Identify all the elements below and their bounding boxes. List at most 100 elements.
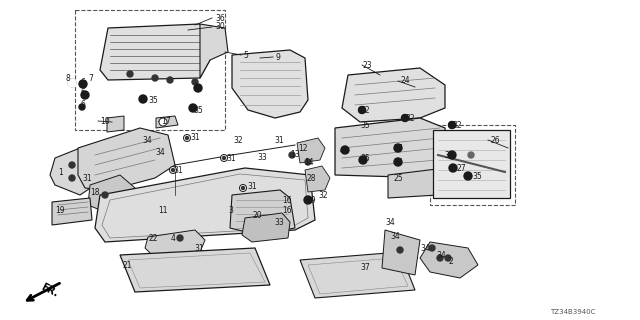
Text: 31: 31 (274, 135, 284, 145)
Polygon shape (420, 242, 478, 278)
Circle shape (189, 104, 197, 112)
Text: 25: 25 (393, 173, 403, 182)
Text: 34: 34 (155, 148, 164, 156)
Polygon shape (335, 118, 448, 178)
Text: FR.: FR. (40, 282, 60, 299)
Polygon shape (100, 24, 210, 80)
Circle shape (69, 175, 75, 181)
Circle shape (305, 159, 311, 165)
Circle shape (139, 95, 147, 103)
Circle shape (449, 164, 457, 172)
Circle shape (221, 155, 227, 162)
Polygon shape (433, 130, 510, 198)
Text: 1: 1 (58, 167, 63, 177)
Polygon shape (88, 175, 135, 212)
Text: 26: 26 (490, 135, 500, 145)
Text: 14: 14 (304, 157, 314, 166)
Text: 20: 20 (252, 211, 262, 220)
Text: 9: 9 (275, 52, 280, 61)
Text: 4: 4 (340, 146, 345, 155)
Circle shape (102, 192, 108, 198)
Text: 33: 33 (257, 153, 267, 162)
Text: 27: 27 (456, 164, 466, 172)
Polygon shape (107, 116, 124, 132)
Text: 35: 35 (472, 172, 482, 180)
Text: 35: 35 (444, 150, 454, 159)
Circle shape (358, 107, 365, 114)
Polygon shape (52, 198, 92, 225)
Circle shape (68, 79, 76, 87)
Text: 11: 11 (158, 205, 168, 214)
Circle shape (429, 245, 435, 251)
Circle shape (177, 235, 183, 241)
Text: 31: 31 (226, 154, 236, 163)
Text: 35: 35 (393, 157, 403, 166)
Text: 18: 18 (90, 188, 99, 196)
Polygon shape (242, 213, 290, 242)
Polygon shape (78, 128, 175, 190)
Text: 34: 34 (142, 135, 152, 145)
Text: 29: 29 (306, 196, 316, 204)
Polygon shape (382, 230, 420, 275)
Circle shape (468, 152, 474, 158)
Circle shape (445, 255, 451, 261)
Circle shape (464, 172, 472, 180)
Circle shape (167, 77, 173, 83)
Text: 7: 7 (88, 74, 93, 83)
Text: 16: 16 (282, 205, 292, 214)
Circle shape (289, 152, 295, 158)
Text: 21: 21 (122, 260, 131, 269)
Circle shape (152, 75, 158, 81)
Circle shape (194, 84, 202, 92)
Text: 32: 32 (233, 135, 243, 145)
Text: 32: 32 (318, 190, 328, 199)
Circle shape (79, 80, 87, 88)
Polygon shape (50, 148, 95, 195)
Circle shape (81, 91, 89, 99)
Text: 30: 30 (215, 21, 225, 30)
Circle shape (69, 162, 75, 168)
Text: 31: 31 (247, 181, 257, 190)
Circle shape (358, 107, 365, 114)
Polygon shape (145, 230, 205, 258)
Text: 6: 6 (80, 77, 85, 86)
Bar (430, 125, 515, 205)
Text: 24: 24 (400, 76, 410, 84)
Circle shape (394, 158, 402, 166)
Circle shape (359, 156, 367, 164)
Circle shape (170, 166, 177, 173)
Text: 33: 33 (274, 218, 284, 227)
Text: 6: 6 (80, 100, 85, 108)
Text: TZ34B3940C: TZ34B3940C (550, 309, 595, 315)
Text: 31: 31 (194, 244, 204, 252)
Text: 5: 5 (243, 51, 248, 60)
Circle shape (192, 79, 198, 85)
Circle shape (127, 71, 133, 77)
Polygon shape (388, 168, 448, 198)
Text: 32: 32 (360, 106, 370, 115)
Circle shape (79, 104, 85, 110)
Text: 4: 4 (171, 234, 176, 243)
Text: 34: 34 (385, 218, 395, 227)
Bar (75, 10, 225, 130)
Text: 16: 16 (282, 196, 292, 204)
Text: 12: 12 (298, 143, 307, 153)
Circle shape (159, 118, 167, 126)
Text: 31: 31 (190, 132, 200, 141)
Text: 31: 31 (173, 165, 182, 174)
Circle shape (394, 144, 402, 152)
Text: 22: 22 (148, 234, 157, 243)
Polygon shape (342, 68, 445, 122)
Circle shape (449, 122, 456, 129)
Text: 23: 23 (362, 60, 372, 69)
Text: 35: 35 (148, 95, 157, 105)
Polygon shape (200, 24, 228, 78)
Text: 32: 32 (452, 121, 461, 130)
Text: 8: 8 (65, 74, 70, 83)
Text: 34: 34 (390, 231, 400, 241)
Circle shape (223, 156, 225, 159)
Polygon shape (305, 166, 330, 192)
Text: 34: 34 (436, 251, 445, 260)
Circle shape (68, 79, 76, 87)
Polygon shape (297, 138, 325, 163)
